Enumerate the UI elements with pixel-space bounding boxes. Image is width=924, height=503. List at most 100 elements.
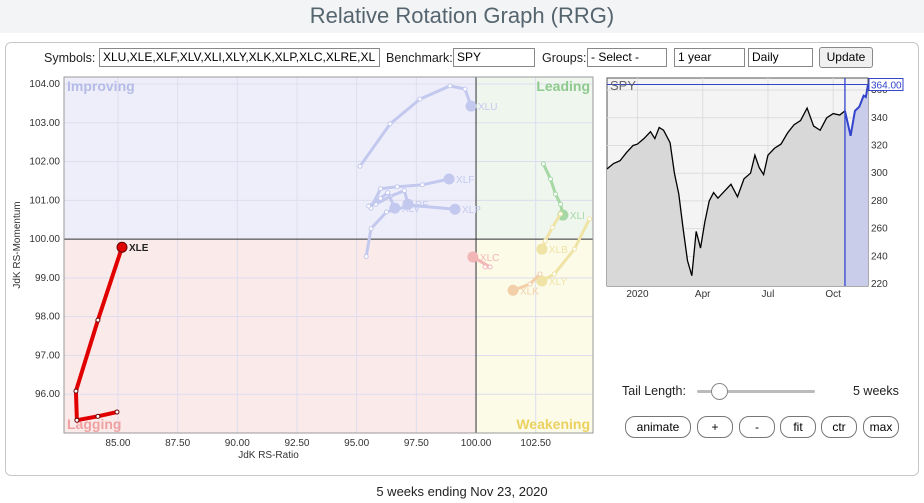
update-button[interactable]: Update [819,47,873,68]
y-tick-label: 220 [871,279,888,290]
quadrant [476,77,593,240]
y-tick-label: 97.00 [35,350,60,361]
series-label: RE [415,200,429,211]
action-button[interactable]: + [697,416,733,438]
symbols-input[interactable]: XLU,XLE,XLF,XLV,XLI,XLY,XLK,XLP,XLC,XLRE… [99,48,380,67]
x-tick-label: 87.50 [165,438,190,449]
tail-point [487,264,493,270]
tail-point [548,176,554,182]
tail-point [417,96,423,102]
frequency-select[interactable]: Daily [748,48,813,67]
y-tick-label: 103.00 [29,118,60,129]
tail-line [541,218,591,283]
head-marker [389,202,401,214]
x-tick-label: 100.00 [461,438,492,449]
tail-point [74,417,80,423]
tail-point [95,413,101,419]
x-tick-label: 2020 [626,289,649,300]
y-tick-label: 101.00 [29,195,60,206]
quadrant [476,239,593,433]
tail-point [378,186,384,192]
head-marker [507,284,519,296]
action-button[interactable]: animate [625,416,691,438]
tail-point [394,184,400,190]
area [607,108,845,286]
tail-point [114,409,120,415]
y-tick-label: 340 [871,113,888,124]
x-tick-label: Oct [825,289,841,300]
tail-point [542,238,548,244]
y-tick-label: 240 [871,251,888,262]
tail-point [586,216,592,222]
x-axis-label: JdK RS-Ratio [238,450,299,461]
head-marker [402,198,414,210]
x-tick-label: 90.00 [225,438,250,449]
tail-point [571,246,577,252]
series-label: XLF [456,175,474,186]
tail-point [385,190,391,196]
tail-point [363,254,369,260]
x-tick-label: 97.50 [404,438,429,449]
y-tick-label: 99.00 [35,273,60,284]
x-tick-label: 95.00 [344,438,369,449]
tail-line [367,191,397,209]
head-marker [536,243,548,255]
benchmark-label: Benchmark: [386,51,453,65]
head-marker [116,241,128,253]
tail-point [482,264,488,270]
series-label: XLK [520,286,539,297]
series-label: XLC [480,253,499,264]
groups-select[interactable]: - Select - [587,48,667,67]
y-tick-label: 102.00 [29,157,60,168]
tail-point [419,182,425,188]
tail-point [378,195,384,201]
x-tick-label: 85.00 [105,438,130,449]
head-marker [465,100,477,112]
quadrant-label: Improving [67,78,135,94]
x-tick-label: 92.50 [284,438,309,449]
benchmark-input[interactable]: SPY [453,48,535,67]
quadrant-label: Weakening [516,416,590,432]
tail-point [540,161,546,167]
series-label: XLV [402,204,420,215]
x-tick-label: Apr [695,289,711,300]
tail-point [527,281,533,287]
tail-point [558,211,564,217]
y-tick-label: 300 [871,168,888,179]
period-select[interactable]: 1 year [674,48,745,67]
head-marker [443,173,455,185]
action-button[interactable]: ctr [821,416,857,438]
slider-track[interactable] [697,390,815,393]
quadrant [64,77,477,240]
head-marker [449,203,461,215]
tail-point [549,224,555,230]
y-tick-label: 280 [871,196,888,207]
tail-point [551,271,557,277]
tail-line [358,84,473,168]
tail-point [401,188,407,194]
tail-point [357,163,363,169]
panel [5,42,919,476]
quadrant [64,239,477,433]
tail-line [73,246,124,423]
slider-thumb[interactable] [711,383,728,400]
tail-point [73,388,79,394]
action-button[interactable]: fit [780,416,816,438]
footer: 5 weeks ending Nov 23, 2020 [376,484,548,499]
y-tick-label: 96.00 [35,389,60,400]
tail-point [558,201,564,207]
last-box [868,78,904,92]
tail-point [368,226,374,232]
tail-point [537,271,543,277]
price-line [606,106,846,276]
symbols-label: Symbols: [44,51,96,65]
action-button[interactable]: max [863,416,899,438]
price-line [843,84,869,137]
y-tick-label: 98.00 [35,312,60,323]
tail-point [553,191,559,197]
tail-point [384,209,390,215]
action-button[interactable]: - [739,416,775,438]
tail-label: Tail Length: [622,384,686,398]
groups-label: Groups: [542,51,587,65]
